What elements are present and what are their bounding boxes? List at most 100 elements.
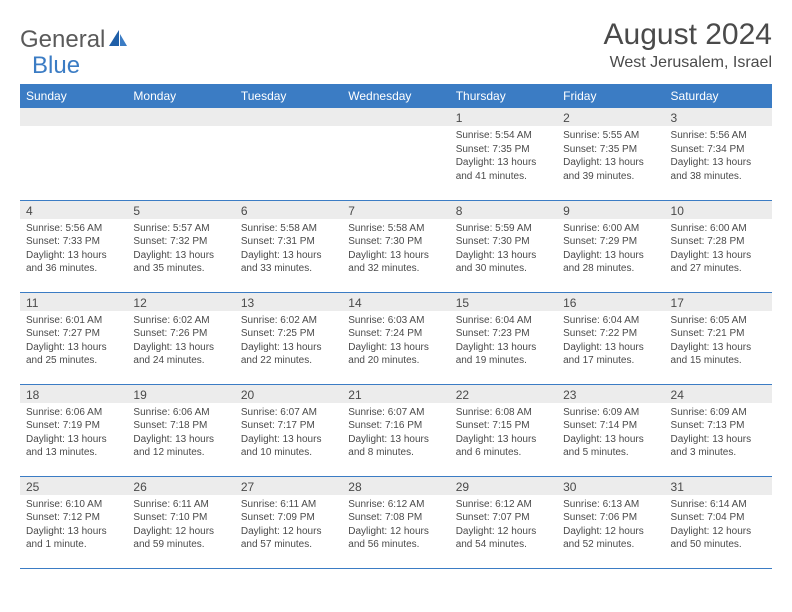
empty-details (342, 126, 449, 133)
sunset-text: Sunset: 7:17 PM (241, 419, 336, 433)
day-cell: 6Sunrise: 5:58 AMSunset: 7:31 PMDaylight… (235, 200, 342, 292)
day-cell: 16Sunrise: 6:04 AMSunset: 7:22 PMDayligh… (557, 292, 664, 384)
daylight-text: Daylight: 13 hours and 13 minutes. (26, 433, 121, 460)
day-cell (235, 108, 342, 200)
calendar-row: 11Sunrise: 6:01 AMSunset: 7:27 PMDayligh… (20, 292, 772, 384)
daylight-text: Daylight: 12 hours and 52 minutes. (563, 525, 658, 552)
sunset-text: Sunset: 7:22 PM (563, 327, 658, 341)
sunset-text: Sunset: 7:09 PM (241, 511, 336, 525)
calendar-row: 1Sunrise: 5:54 AMSunset: 7:35 PMDaylight… (20, 108, 772, 200)
day-details: Sunrise: 6:13 AMSunset: 7:06 PMDaylight:… (557, 495, 664, 556)
day-number: 8 (450, 201, 557, 219)
sunset-text: Sunset: 7:10 PM (133, 511, 228, 525)
day-number: 2 (557, 108, 664, 126)
sunrise-text: Sunrise: 6:00 AM (671, 222, 766, 236)
day-number: 12 (127, 293, 234, 311)
empty-details (20, 126, 127, 133)
day-cell: 9Sunrise: 6:00 AMSunset: 7:29 PMDaylight… (557, 200, 664, 292)
sunset-text: Sunset: 7:23 PM (456, 327, 551, 341)
daylight-text: Daylight: 13 hours and 22 minutes. (241, 341, 336, 368)
day-details: Sunrise: 6:10 AMSunset: 7:12 PMDaylight:… (20, 495, 127, 556)
calendar-body: 1Sunrise: 5:54 AMSunset: 7:35 PMDaylight… (20, 108, 772, 568)
daylight-text: Daylight: 13 hours and 15 minutes. (671, 341, 766, 368)
day-number: 5 (127, 201, 234, 219)
day-details: Sunrise: 5:54 AMSunset: 7:35 PMDaylight:… (450, 126, 557, 187)
daylight-text: Daylight: 13 hours and 20 minutes. (348, 341, 443, 368)
day-number: 20 (235, 385, 342, 403)
day-details: Sunrise: 6:11 AMSunset: 7:09 PMDaylight:… (235, 495, 342, 556)
day-cell: 14Sunrise: 6:03 AMSunset: 7:24 PMDayligh… (342, 292, 449, 384)
sunrise-text: Sunrise: 5:57 AM (133, 222, 228, 236)
day-number: 9 (557, 201, 664, 219)
sunset-text: Sunset: 7:18 PM (133, 419, 228, 433)
day-number: 24 (665, 385, 772, 403)
sunrise-text: Sunrise: 5:58 AM (348, 222, 443, 236)
day-cell: 15Sunrise: 6:04 AMSunset: 7:23 PMDayligh… (450, 292, 557, 384)
sunrise-text: Sunrise: 5:54 AM (456, 129, 551, 143)
day-details: Sunrise: 6:01 AMSunset: 7:27 PMDaylight:… (20, 311, 127, 372)
sunrise-text: Sunrise: 6:01 AM (26, 314, 121, 328)
day-details: Sunrise: 6:06 AMSunset: 7:19 PMDaylight:… (20, 403, 127, 464)
day-number: 22 (450, 385, 557, 403)
sunrise-text: Sunrise: 6:12 AM (456, 498, 551, 512)
day-details: Sunrise: 5:57 AMSunset: 7:32 PMDaylight:… (127, 219, 234, 280)
day-details: Sunrise: 6:04 AMSunset: 7:23 PMDaylight:… (450, 311, 557, 372)
day-number: 17 (665, 293, 772, 311)
daylight-text: Daylight: 13 hours and 24 minutes. (133, 341, 228, 368)
day-cell: 24Sunrise: 6:09 AMSunset: 7:13 PMDayligh… (665, 384, 772, 476)
weekday-monday: Monday (127, 84, 234, 108)
daylight-text: Daylight: 12 hours and 57 minutes. (241, 525, 336, 552)
day-details: Sunrise: 5:58 AMSunset: 7:30 PMDaylight:… (342, 219, 449, 280)
day-number: 18 (20, 385, 127, 403)
day-details: Sunrise: 6:02 AMSunset: 7:25 PMDaylight:… (235, 311, 342, 372)
sunset-text: Sunset: 7:30 PM (456, 235, 551, 249)
day-details: Sunrise: 6:07 AMSunset: 7:16 PMDaylight:… (342, 403, 449, 464)
daylight-text: Daylight: 13 hours and 8 minutes. (348, 433, 443, 460)
daylight-text: Daylight: 12 hours and 56 minutes. (348, 525, 443, 552)
sunrise-text: Sunrise: 6:04 AM (456, 314, 551, 328)
day-cell: 17Sunrise: 6:05 AMSunset: 7:21 PMDayligh… (665, 292, 772, 384)
day-number: 10 (665, 201, 772, 219)
day-details: Sunrise: 6:11 AMSunset: 7:10 PMDaylight:… (127, 495, 234, 556)
day-number: 23 (557, 385, 664, 403)
daylight-text: Daylight: 13 hours and 3 minutes. (671, 433, 766, 460)
logo-text-blue: Blue (32, 52, 80, 80)
sunrise-text: Sunrise: 6:07 AM (241, 406, 336, 420)
sunrise-text: Sunrise: 6:05 AM (671, 314, 766, 328)
day-details: Sunrise: 6:06 AMSunset: 7:18 PMDaylight:… (127, 403, 234, 464)
day-number: 3 (665, 108, 772, 126)
month-title: August 2024 (604, 18, 772, 52)
day-cell: 12Sunrise: 6:02 AMSunset: 7:26 PMDayligh… (127, 292, 234, 384)
empty-day-num (20, 108, 127, 126)
weekday-saturday: Saturday (665, 84, 772, 108)
day-details: Sunrise: 6:05 AMSunset: 7:21 PMDaylight:… (665, 311, 772, 372)
weekday-wednesday: Wednesday (342, 84, 449, 108)
title-block: August 2024 West Jerusalem, Israel (604, 18, 772, 72)
daylight-text: Daylight: 13 hours and 10 minutes. (241, 433, 336, 460)
empty-day-num (235, 108, 342, 126)
day-cell: 19Sunrise: 6:06 AMSunset: 7:18 PMDayligh… (127, 384, 234, 476)
daylight-text: Daylight: 13 hours and 32 minutes. (348, 249, 443, 276)
daylight-text: Daylight: 12 hours and 50 minutes. (671, 525, 766, 552)
empty-details (127, 126, 234, 133)
sunrise-text: Sunrise: 6:11 AM (241, 498, 336, 512)
sunset-text: Sunset: 7:24 PM (348, 327, 443, 341)
day-number: 4 (20, 201, 127, 219)
sunset-text: Sunset: 7:08 PM (348, 511, 443, 525)
day-cell: 22Sunrise: 6:08 AMSunset: 7:15 PMDayligh… (450, 384, 557, 476)
sunrise-text: Sunrise: 6:07 AM (348, 406, 443, 420)
calendar-row: 25Sunrise: 6:10 AMSunset: 7:12 PMDayligh… (20, 476, 772, 568)
sunrise-text: Sunrise: 6:02 AM (133, 314, 228, 328)
sunrise-text: Sunrise: 6:06 AM (26, 406, 121, 420)
day-cell: 28Sunrise: 6:12 AMSunset: 7:08 PMDayligh… (342, 476, 449, 568)
page-header: General August 2024 West Jerusalem, Isra… (20, 18, 772, 72)
day-number: 6 (235, 201, 342, 219)
day-number: 27 (235, 477, 342, 495)
day-details: Sunrise: 5:59 AMSunset: 7:30 PMDaylight:… (450, 219, 557, 280)
day-details: Sunrise: 6:12 AMSunset: 7:07 PMDaylight:… (450, 495, 557, 556)
sunset-text: Sunset: 7:25 PM (241, 327, 336, 341)
sunset-text: Sunset: 7:32 PM (133, 235, 228, 249)
day-cell: 21Sunrise: 6:07 AMSunset: 7:16 PMDayligh… (342, 384, 449, 476)
daylight-text: Daylight: 12 hours and 54 minutes. (456, 525, 551, 552)
day-details: Sunrise: 6:07 AMSunset: 7:17 PMDaylight:… (235, 403, 342, 464)
